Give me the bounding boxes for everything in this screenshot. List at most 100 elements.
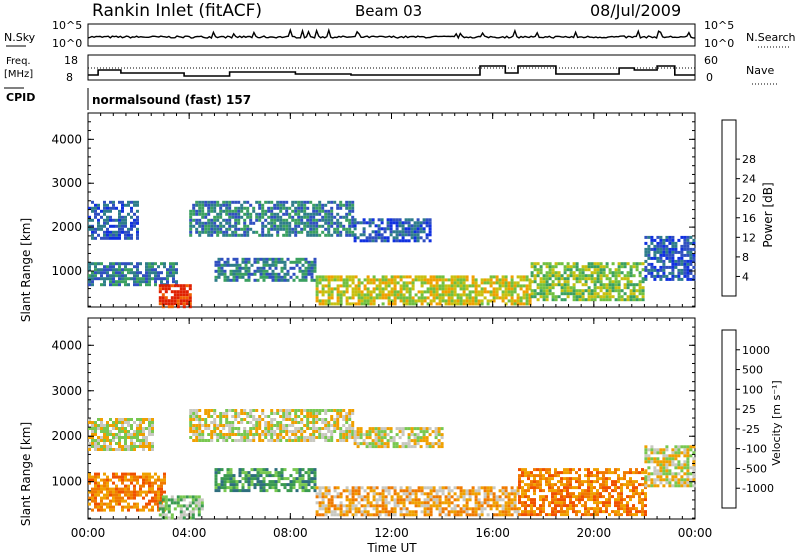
data-cell xyxy=(247,474,251,478)
data-cell xyxy=(668,265,672,269)
data-cell xyxy=(342,281,346,285)
data-cell xyxy=(285,206,289,210)
data-cell xyxy=(158,299,162,303)
data-cell xyxy=(204,215,208,219)
data-cell xyxy=(243,212,247,216)
data-cell xyxy=(351,233,355,237)
data-cell xyxy=(127,487,130,491)
data-cell xyxy=(298,477,302,481)
data-cell xyxy=(265,471,269,475)
data-cell xyxy=(474,513,478,517)
data-cell xyxy=(680,481,684,485)
data-cell xyxy=(279,415,283,418)
data-cell xyxy=(398,221,402,225)
data-cell xyxy=(414,510,418,514)
data-cell xyxy=(124,262,127,266)
data-cell xyxy=(411,492,415,496)
data-cell xyxy=(348,433,352,436)
data-cell xyxy=(106,481,109,485)
data-cell xyxy=(426,507,430,511)
data-cell xyxy=(629,265,633,269)
data-cell xyxy=(647,472,651,476)
data-cell xyxy=(228,203,232,207)
data-cell xyxy=(100,445,103,448)
data-cell xyxy=(378,287,382,291)
data-cell xyxy=(366,504,370,508)
data-cell xyxy=(527,477,530,481)
data-cell xyxy=(435,507,439,511)
data-cell xyxy=(124,487,127,491)
data-cell xyxy=(662,454,666,458)
data-cell xyxy=(620,295,624,299)
data-cell xyxy=(115,283,118,287)
data-cell xyxy=(103,265,106,269)
data-cell xyxy=(148,427,151,430)
data-cell xyxy=(683,478,687,482)
data-cell xyxy=(368,236,372,240)
data-cell xyxy=(650,265,654,269)
data-cell xyxy=(249,218,253,222)
data-cell xyxy=(450,281,454,285)
data-cell xyxy=(133,448,136,451)
data-cell xyxy=(124,475,127,479)
data-cell xyxy=(121,448,124,451)
data-cell xyxy=(395,224,399,228)
data-cell xyxy=(170,299,174,303)
data-cell xyxy=(182,284,186,288)
data-cell xyxy=(285,221,289,225)
data-cell xyxy=(294,224,298,228)
data-cell xyxy=(641,289,645,293)
data-cell xyxy=(348,224,352,228)
data-cell xyxy=(465,504,469,508)
data-cell xyxy=(653,448,657,452)
data-cell xyxy=(611,271,615,275)
data-cell xyxy=(247,480,251,484)
data-cell xyxy=(194,504,198,508)
data-cell xyxy=(605,265,609,269)
data-cell xyxy=(112,200,115,204)
data-cell xyxy=(103,442,106,445)
data-cell xyxy=(528,281,532,285)
data-cell xyxy=(148,442,151,445)
data-cell xyxy=(680,478,684,482)
data-cell xyxy=(363,498,367,502)
data-cell xyxy=(285,433,289,436)
data-cell xyxy=(259,489,263,493)
data-cell xyxy=(437,445,441,449)
data-cell xyxy=(327,498,331,502)
data-cell xyxy=(304,483,308,487)
data-cell xyxy=(554,298,558,302)
data-cell xyxy=(214,486,218,490)
data-cell xyxy=(228,227,232,231)
data-cell xyxy=(377,436,381,440)
data-cell xyxy=(229,471,233,475)
data-cell xyxy=(393,510,397,514)
data-cell xyxy=(542,510,545,514)
data-cell xyxy=(381,290,385,294)
data-cell xyxy=(136,200,139,204)
data-cell xyxy=(103,424,106,427)
data-cell xyxy=(151,277,154,281)
data-cell xyxy=(318,486,322,490)
data-cell xyxy=(270,412,274,415)
data-cell xyxy=(342,278,346,282)
data-cell xyxy=(599,280,603,284)
data-cell xyxy=(405,507,409,511)
data-cell xyxy=(611,295,615,299)
data-cell xyxy=(356,430,360,434)
data-cell xyxy=(136,445,139,448)
data-cell xyxy=(91,277,94,281)
data-cell xyxy=(94,430,97,433)
data-cell xyxy=(310,477,314,481)
data-cell xyxy=(386,433,390,437)
data-cell xyxy=(354,486,358,490)
data-cell xyxy=(229,480,233,484)
data-cell xyxy=(357,299,361,303)
data-cell xyxy=(392,230,396,234)
data-cell xyxy=(680,253,684,257)
data-cell xyxy=(279,227,283,231)
data-cell xyxy=(566,489,569,493)
data-cell xyxy=(313,278,317,282)
data-cell xyxy=(393,284,397,288)
data-cell xyxy=(608,495,611,499)
